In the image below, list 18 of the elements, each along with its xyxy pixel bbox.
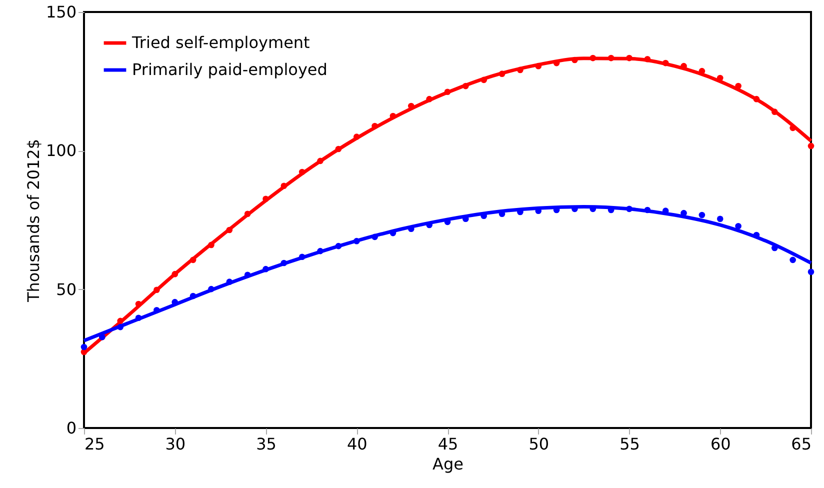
x-tick-label: 65 [791, 434, 812, 454]
x-tick-label: 40 [346, 434, 368, 454]
x-tick-label: 50 [528, 434, 550, 454]
legend-label: Tried self-employment [131, 33, 310, 52]
line-series [82, 204, 813, 342]
x-tick-label: 35 [256, 434, 276, 454]
y-axis-title: Thousands of 2012$ [24, 138, 43, 304]
x-tick-label: 60 [710, 434, 731, 454]
y-tick-label: 50 [56, 280, 76, 299]
legend-label: Primarily paid-employed [132, 60, 328, 79]
x-axis-title: Age [432, 454, 464, 474]
x-tick-label: 45 [438, 434, 458, 454]
x-tick-label: 30 [165, 434, 186, 454]
x-tick-label: 25 [84, 434, 105, 454]
y-tick-label: 100 [46, 141, 76, 160]
y-tick-label: 150 [46, 2, 76, 22]
y-tick-label: 0 [66, 418, 76, 438]
x-tick-label: 55 [620, 434, 640, 454]
